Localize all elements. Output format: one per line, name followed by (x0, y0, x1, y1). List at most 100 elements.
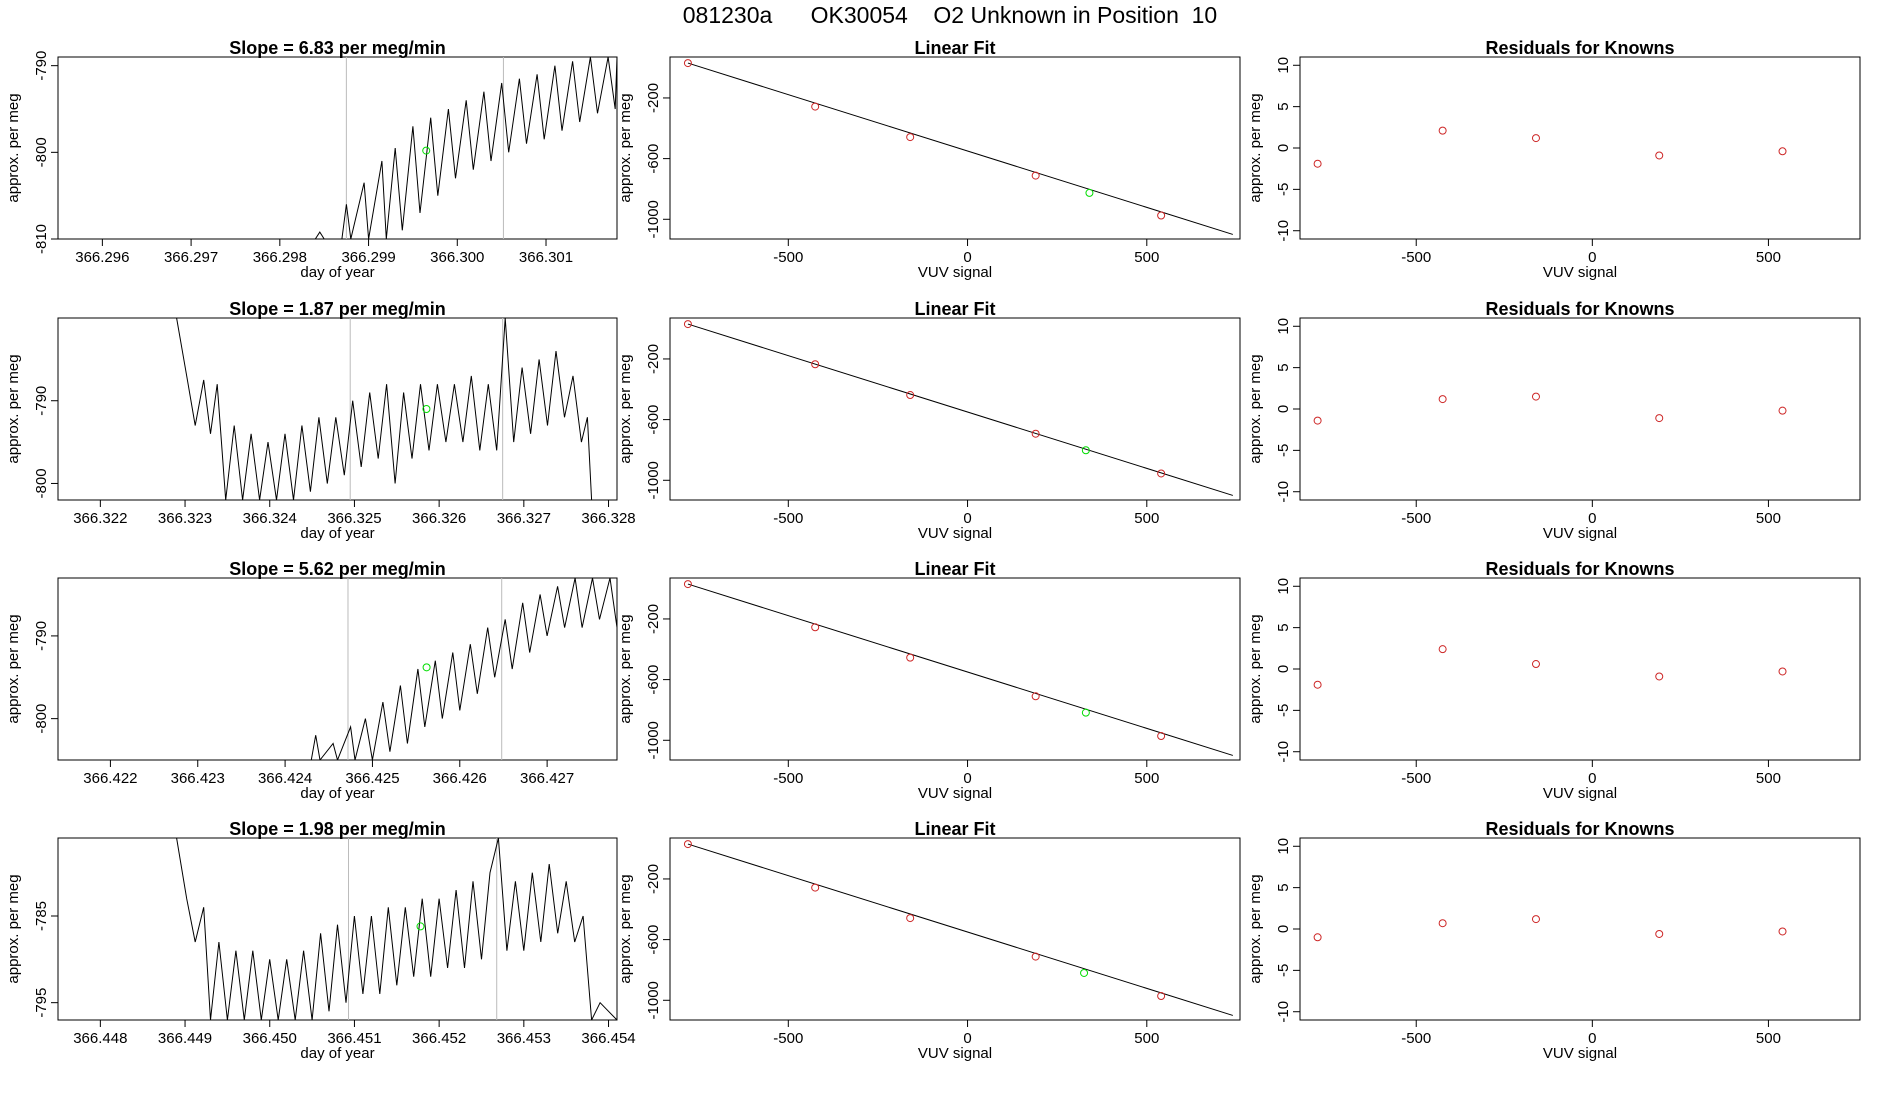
plot-title: Slope = 1.98 per meg/min (229, 819, 446, 839)
y-tick-label: 0 (1275, 405, 1292, 413)
plot-area (683, 580, 1233, 756)
x-tick-label: 366.454 (581, 1030, 635, 1047)
plot-area (176, 838, 617, 1020)
known-point (811, 360, 820, 369)
page-title: 081230a OK30054 O2 Unknown in Position 1… (682, 2, 1218, 28)
x-tick-label: -500 (1401, 1030, 1431, 1047)
x-tick-label: 366.448 (73, 1030, 127, 1047)
panel-3-2: Linear Fit -500 0 500 -1000 -600 -200 VUV signa… (617, 559, 1241, 802)
y-tick-label: -5 (1275, 964, 1292, 977)
plot-title: Residuals for Knowns (1485, 299, 1674, 319)
plot-frame (669, 577, 1241, 761)
plot-title: Slope = 1.87 per meg/min (229, 299, 446, 319)
x-tick-label: 366.300 (430, 249, 484, 266)
y-tick-label: -600 (645, 665, 662, 695)
x-tick-label: -500 (773, 249, 803, 266)
unknown-point (422, 405, 431, 413)
y-axis-label: approx. per meg (5, 354, 22, 463)
known-point (1031, 429, 1040, 438)
y-tick-label: 5 (1275, 623, 1292, 631)
residual-point (1655, 929, 1664, 938)
y-tick-label: -1000 (645, 461, 662, 499)
y-tick-label: -10 (1275, 481, 1292, 503)
known-point (1031, 171, 1040, 180)
plot-frame (669, 317, 1241, 501)
panel-4-1: Slope = 1.98 per meg/min 366.448 366.449 36… (5, 819, 636, 1062)
unknown-point (1081, 446, 1090, 455)
panel-4-2: Linear Fit -500 0 500 -1000 -600 -200 VUV signa… (617, 819, 1241, 1062)
y-axis-label: approx. per meg (1247, 93, 1264, 202)
y-tick-label: -5 (1275, 183, 1292, 196)
data-trace (58, 57, 617, 239)
x-tick-label: 0 (963, 770, 971, 787)
residual-point (1778, 147, 1787, 156)
unknown-point (1080, 968, 1089, 977)
y-tick-label: -795 (33, 988, 50, 1018)
y-axis-label: approx. per meg (617, 93, 634, 202)
residual-point (1655, 414, 1664, 423)
y-tick-label: -1000 (645, 721, 662, 759)
plot-title: Slope = 5.62 per meg/min (229, 559, 446, 579)
y-axis-label: approx. per meg (1247, 874, 1264, 983)
plot-title: Residuals for Knowns (1485, 559, 1674, 579)
plot-title: Linear Fit (914, 559, 995, 579)
known-point (1157, 992, 1166, 1001)
x-tick-label: 366.327 (497, 510, 551, 527)
known-point (906, 914, 915, 923)
plot-frame (1299, 317, 1861, 501)
plot-area (683, 320, 1233, 496)
x-tick-label: 366.452 (412, 1030, 466, 1047)
residual-point (1438, 395, 1447, 404)
x-tick-label: 500 (1756, 1030, 1781, 1047)
plot-area (1313, 645, 1787, 689)
plot-area (683, 59, 1233, 235)
known-point (1157, 469, 1166, 478)
y-axis-label: approx. per meg (5, 874, 22, 983)
unknown-point (1081, 708, 1090, 717)
plot-area (1313, 126, 1787, 168)
y-tick-label: -10 (1275, 220, 1292, 242)
y-tick-label: 5 (1275, 883, 1292, 891)
x-tick-label: 366.297 (164, 249, 218, 266)
x-tick-label: 500 (1134, 510, 1159, 527)
y-tick-label: 0 (1275, 144, 1292, 152)
x-tick-label: 0 (1588, 249, 1596, 266)
y-tick-label: -785 (33, 901, 50, 931)
x-tick-label: 366.298 (253, 249, 307, 266)
residual-point (1438, 126, 1447, 135)
y-tick-label: -200 (645, 864, 662, 894)
y-tick-label: -10 (1275, 1001, 1292, 1023)
y-tick-label: 0 (1275, 925, 1292, 933)
y-tick-label: -5 (1275, 444, 1292, 457)
plot-frame (57, 577, 618, 761)
known-point (906, 653, 915, 662)
x-tick-label: -500 (1401, 510, 1431, 527)
y-tick-label: -800 (33, 468, 50, 498)
plot-area (1313, 915, 1787, 942)
known-point (683, 580, 692, 589)
x-tick-label: 366.450 (243, 1030, 297, 1047)
plot-title: Linear Fit (914, 38, 995, 58)
y-axis-label: approx. per meg (617, 874, 634, 983)
x-tick-label: -500 (1401, 249, 1431, 266)
fit-line (687, 583, 1233, 756)
y-axis-label: approx. per meg (5, 614, 22, 723)
x-tick-label: 366.423 (171, 770, 225, 787)
panel-1-3: Residuals for Knowns -500 0 500 -10 -5 0 5 10 VUV… (1247, 38, 1861, 281)
plot-area (683, 840, 1233, 1016)
unknown-point (416, 922, 425, 931)
x-tick-label: 366.323 (158, 510, 212, 527)
x-tick-label: -500 (773, 510, 803, 527)
y-axis-label: approx. per meg (617, 354, 634, 463)
known-point (811, 623, 820, 632)
y-tick-label: -1000 (645, 981, 662, 1019)
residual-point (1438, 919, 1447, 928)
known-point (906, 391, 915, 400)
x-axis-label: day of year (300, 525, 374, 542)
y-axis-label: approx. per meg (617, 614, 634, 723)
plot-frame (1299, 56, 1861, 240)
x-tick-label: 366.453 (497, 1030, 551, 1047)
plot-title: Residuals for Knowns (1485, 38, 1674, 58)
residual-point (1531, 915, 1540, 924)
residual-point (1438, 645, 1447, 654)
